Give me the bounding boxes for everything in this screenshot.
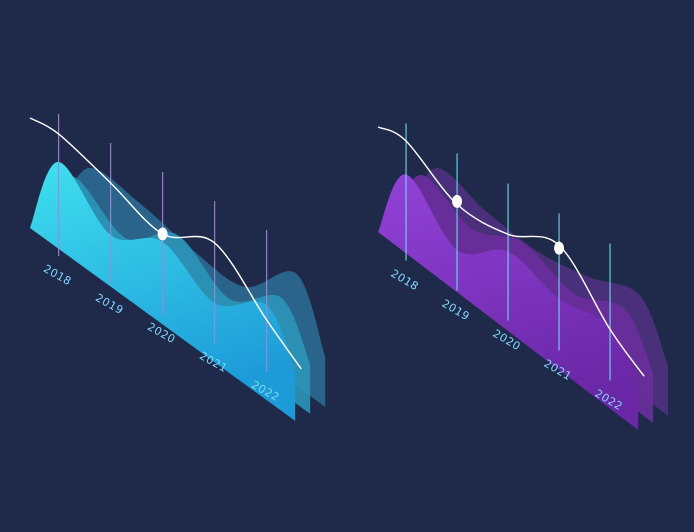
year-label-2019: 2019 <box>93 291 126 317</box>
year-label-2019: 2019 <box>440 297 472 323</box>
marker-2020 <box>157 227 168 241</box>
year-label-2018: 2018 <box>41 262 74 288</box>
trend-line <box>377 126 645 377</box>
marker-2019 <box>452 194 463 208</box>
year-label-2018: 2018 <box>389 267 421 293</box>
marker-2021 <box>554 241 565 255</box>
